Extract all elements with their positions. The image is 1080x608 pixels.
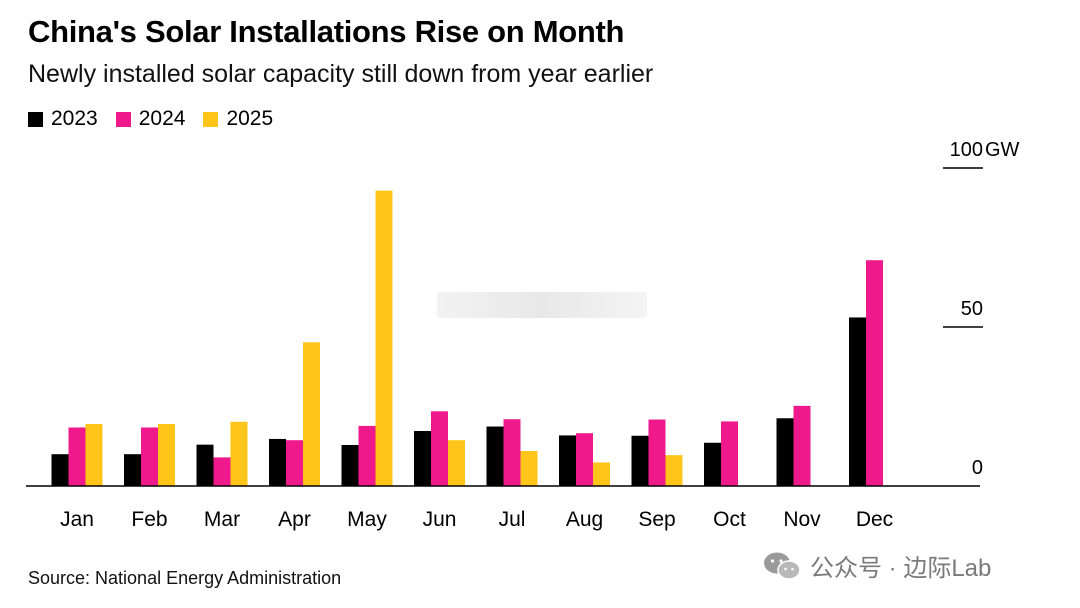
blurred-overlay bbox=[437, 292, 647, 318]
chart-title: China's Solar Installations Rise on Mont… bbox=[28, 14, 625, 49]
chart-subtitle: Newly installed solar capacity still dow… bbox=[28, 60, 654, 88]
wechat-icon bbox=[764, 552, 801, 580]
x-tick-label-sep: Sep bbox=[638, 508, 675, 531]
x-tick-labels: Jan Feb Mar Apr May Jun Jul Aug Sep Oct Nov Dec bbox=[60, 508, 893, 531]
bar-2025-feb bbox=[158, 423, 175, 486]
bar-2025-jun bbox=[448, 440, 465, 486]
legend-label-2024: 2024 bbox=[138, 107, 186, 130]
bar-2025-jul bbox=[520, 451, 538, 486]
watermark: 公众号 · 边际Lab bbox=[762, 548, 991, 583]
x-tick-label-may: May bbox=[347, 508, 387, 531]
y-tick-label-100: 100 bbox=[950, 139, 983, 161]
bar-2023-jun bbox=[414, 430, 431, 486]
x-tick-label-nov: Nov bbox=[783, 508, 821, 531]
x-tick-label-apr: Apr bbox=[278, 508, 311, 531]
y-tick-label-50: 50 bbox=[961, 298, 983, 320]
bar-2023-jan bbox=[51, 454, 69, 486]
bar-2024-jun bbox=[431, 411, 448, 486]
legend-item-2023: 2023 bbox=[28, 107, 98, 131]
chart-legend: 2023 2024 2025 bbox=[28, 107, 273, 131]
x-tick-label-jun: Jun bbox=[423, 508, 457, 531]
x-tick-label-mar: Mar bbox=[204, 508, 240, 531]
legend-item-2024: 2024 bbox=[115, 107, 186, 131]
bar-2025-sep bbox=[665, 455, 683, 486]
bar-2023-oct bbox=[704, 442, 721, 486]
x-tick-label-jul: Jul bbox=[499, 508, 526, 531]
x-tick-label-oct: Oct bbox=[713, 508, 746, 531]
legend-swatch-2023 bbox=[28, 111, 43, 127]
bar-2024-feb bbox=[141, 427, 158, 486]
watermark-text: 公众号 · 边际Lab bbox=[810, 555, 992, 582]
bar-2025-aug bbox=[593, 462, 610, 486]
bar-2023-jul bbox=[486, 426, 504, 486]
bar-2025-mar bbox=[230, 421, 248, 486]
y-grid-layer bbox=[943, 167, 983, 328]
bar-2023-nov bbox=[776, 418, 794, 486]
bar-2024-may bbox=[358, 425, 376, 486]
bar-2024-mar bbox=[213, 457, 231, 486]
bar-2024-jul bbox=[503, 419, 521, 486]
bar-2024-oct bbox=[721, 421, 738, 486]
y-tick-label-0: 0 bbox=[972, 457, 983, 479]
bar-2024-apr bbox=[286, 440, 303, 486]
y-tick-labels: 0 50 100 GW bbox=[950, 139, 1020, 479]
source-note: Source: National Energy Administration bbox=[28, 568, 342, 588]
bar-2023-may bbox=[341, 444, 359, 486]
bar-2025-apr bbox=[303, 342, 320, 486]
bar-2024-dec bbox=[866, 260, 883, 486]
bar-2024-aug bbox=[576, 433, 593, 486]
bar-2023-sep bbox=[631, 435, 649, 486]
x-tick-label-dec: Dec bbox=[856, 508, 893, 531]
bar-2025-jan bbox=[85, 423, 103, 486]
bar-2024-sep bbox=[648, 419, 666, 486]
bar-2023-mar bbox=[196, 444, 214, 486]
x-tick-label-jan: Jan bbox=[60, 508, 94, 531]
bar-2023-feb bbox=[124, 454, 141, 486]
legend-swatch-2024 bbox=[115, 111, 131, 127]
bar-2025-may bbox=[375, 190, 393, 486]
legend-label-2023: 2023 bbox=[51, 107, 98, 130]
legend-swatch-2025 bbox=[203, 111, 219, 127]
bar-2024-jan bbox=[68, 427, 86, 486]
legend-item-2025: 2025 bbox=[203, 107, 273, 131]
x-tick-label-aug: Aug bbox=[566, 508, 603, 531]
bar-2023-dec bbox=[849, 317, 866, 486]
bars-layer bbox=[51, 190, 883, 486]
bar-2024-nov bbox=[793, 405, 811, 486]
y-unit-label: GW bbox=[985, 139, 1020, 161]
bar-2023-apr bbox=[269, 438, 286, 486]
legend-label-2025: 2025 bbox=[226, 107, 274, 130]
x-tick-label-feb: Feb bbox=[131, 508, 167, 531]
bar-2023-aug bbox=[559, 435, 576, 486]
